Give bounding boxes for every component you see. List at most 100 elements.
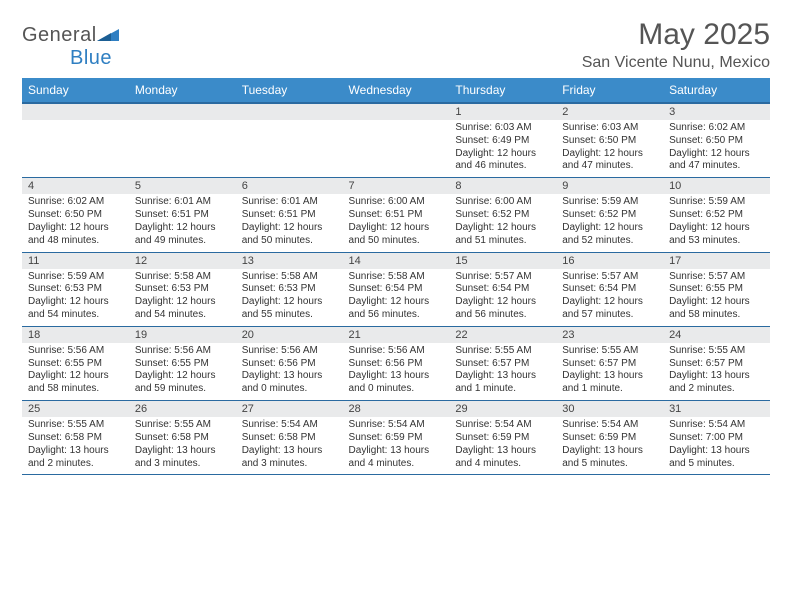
daylight-line1: Daylight: 12 hours bbox=[349, 296, 444, 309]
daylight-line2: and 4 minutes. bbox=[349, 458, 444, 471]
sunrise-text: Sunrise: 5:58 AM bbox=[349, 271, 444, 284]
daylight-line2: and 0 minutes. bbox=[349, 383, 444, 396]
day-number-cell: 6 bbox=[236, 178, 343, 195]
sunset-text: Sunset: 6:52 PM bbox=[455, 209, 550, 222]
week-number-row: 11121314151617 bbox=[22, 252, 770, 269]
day-details-cell: Sunrise: 5:56 AMSunset: 6:55 PMDaylight:… bbox=[22, 343, 129, 401]
day-details-cell: Sunrise: 5:54 AMSunset: 6:59 PMDaylight:… bbox=[449, 417, 556, 475]
day-number-cell: 11 bbox=[22, 252, 129, 269]
sunrise-text: Sunrise: 5:55 AM bbox=[669, 345, 764, 358]
daylight-line1: Daylight: 13 hours bbox=[455, 445, 550, 458]
daylight-line1: Daylight: 12 hours bbox=[135, 296, 230, 309]
day-details-cell: Sunrise: 5:54 AMSunset: 7:00 PMDaylight:… bbox=[663, 417, 770, 475]
sunrise-text: Sunrise: 5:58 AM bbox=[135, 271, 230, 284]
sunset-text: Sunset: 6:51 PM bbox=[349, 209, 444, 222]
sunset-text: Sunset: 6:49 PM bbox=[455, 135, 550, 148]
day-number-cell bbox=[129, 103, 236, 120]
day-details-cell: Sunrise: 5:57 AMSunset: 6:54 PMDaylight:… bbox=[449, 269, 556, 327]
daylight-line1: Daylight: 12 hours bbox=[669, 222, 764, 235]
daylight-line1: Daylight: 13 hours bbox=[562, 445, 657, 458]
daylight-line2: and 58 minutes. bbox=[669, 309, 764, 322]
day-details-cell: Sunrise: 5:58 AMSunset: 6:53 PMDaylight:… bbox=[129, 269, 236, 327]
logo: General Blue bbox=[22, 18, 119, 70]
daylight-line1: Daylight: 12 hours bbox=[455, 222, 550, 235]
sunset-text: Sunset: 6:57 PM bbox=[669, 358, 764, 371]
sunrise-text: Sunrise: 5:54 AM bbox=[562, 419, 657, 432]
daylight-line2: and 5 minutes. bbox=[669, 458, 764, 471]
calendar-page: General Blue May 2025 San Vicente Nunu, … bbox=[0, 0, 792, 612]
daylight-line2: and 50 minutes. bbox=[242, 235, 337, 248]
day-number-cell: 28 bbox=[343, 401, 450, 418]
daylight-line2: and 2 minutes. bbox=[28, 458, 123, 471]
sunrise-text: Sunrise: 5:56 AM bbox=[349, 345, 444, 358]
sunset-text: Sunset: 6:52 PM bbox=[669, 209, 764, 222]
day-details-cell: Sunrise: 6:03 AMSunset: 6:49 PMDaylight:… bbox=[449, 120, 556, 178]
sunrise-text: Sunrise: 6:00 AM bbox=[349, 196, 444, 209]
weekday-header: Friday bbox=[556, 78, 663, 103]
sunrise-text: Sunrise: 5:59 AM bbox=[28, 271, 123, 284]
daylight-line1: Daylight: 12 hours bbox=[562, 296, 657, 309]
day-number-cell bbox=[236, 103, 343, 120]
sunrise-text: Sunrise: 5:55 AM bbox=[455, 345, 550, 358]
daylight-line2: and 50 minutes. bbox=[349, 235, 444, 248]
sunrise-text: Sunrise: 5:57 AM bbox=[669, 271, 764, 284]
day-details-cell: Sunrise: 6:01 AMSunset: 6:51 PMDaylight:… bbox=[236, 194, 343, 252]
sunset-text: Sunset: 6:50 PM bbox=[28, 209, 123, 222]
page-header: General Blue May 2025 San Vicente Nunu, … bbox=[22, 18, 770, 72]
day-number-cell: 13 bbox=[236, 252, 343, 269]
weekday-header: Wednesday bbox=[343, 78, 450, 103]
sunset-text: Sunset: 6:56 PM bbox=[349, 358, 444, 371]
daylight-line2: and 55 minutes. bbox=[242, 309, 337, 322]
daylight-line1: Daylight: 12 hours bbox=[455, 296, 550, 309]
sunset-text: Sunset: 6:53 PM bbox=[135, 283, 230, 296]
day-number-cell: 18 bbox=[22, 326, 129, 343]
day-details-cell: Sunrise: 6:03 AMSunset: 6:50 PMDaylight:… bbox=[556, 120, 663, 178]
day-number-cell: 20 bbox=[236, 326, 343, 343]
daylight-line2: and 56 minutes. bbox=[349, 309, 444, 322]
sunrise-text: Sunrise: 6:01 AM bbox=[135, 196, 230, 209]
daylight-line1: Daylight: 12 hours bbox=[135, 222, 230, 235]
sunset-text: Sunset: 6:59 PM bbox=[455, 432, 550, 445]
day-details-cell: Sunrise: 5:55 AMSunset: 6:57 PMDaylight:… bbox=[556, 343, 663, 401]
sunrise-text: Sunrise: 5:56 AM bbox=[242, 345, 337, 358]
day-number-cell: 7 bbox=[343, 178, 450, 195]
daylight-line2: and 54 minutes. bbox=[28, 309, 123, 322]
sunset-text: Sunset: 6:57 PM bbox=[562, 358, 657, 371]
sunset-text: Sunset: 6:50 PM bbox=[562, 135, 657, 148]
daylight-line2: and 47 minutes. bbox=[562, 160, 657, 173]
daylight-line1: Daylight: 12 hours bbox=[28, 370, 123, 383]
day-details-cell: Sunrise: 5:54 AMSunset: 6:58 PMDaylight:… bbox=[236, 417, 343, 475]
daylight-line1: Daylight: 13 hours bbox=[349, 370, 444, 383]
day-number-cell: 22 bbox=[449, 326, 556, 343]
weekday-header: Saturday bbox=[663, 78, 770, 103]
daylight-line1: Daylight: 12 hours bbox=[669, 296, 764, 309]
day-number-cell: 10 bbox=[663, 178, 770, 195]
sunset-text: Sunset: 6:52 PM bbox=[562, 209, 657, 222]
daylight-line1: Daylight: 13 hours bbox=[669, 370, 764, 383]
daylight-line2: and 51 minutes. bbox=[455, 235, 550, 248]
day-details-cell: Sunrise: 5:54 AMSunset: 6:59 PMDaylight:… bbox=[343, 417, 450, 475]
daylight-line2: and 0 minutes. bbox=[242, 383, 337, 396]
day-number-cell: 30 bbox=[556, 401, 663, 418]
day-details-cell: Sunrise: 6:01 AMSunset: 6:51 PMDaylight:… bbox=[129, 194, 236, 252]
sunset-text: Sunset: 6:57 PM bbox=[455, 358, 550, 371]
day-details-cell: Sunrise: 5:57 AMSunset: 6:55 PMDaylight:… bbox=[663, 269, 770, 327]
day-details-cell: Sunrise: 5:59 AMSunset: 6:52 PMDaylight:… bbox=[556, 194, 663, 252]
week-body-row: Sunrise: 5:55 AM Sunset: 6:58 PM Daylight:… bbox=[22, 417, 770, 475]
day-number-cell: 12 bbox=[129, 252, 236, 269]
sunrise-text: Sunrise: 5:55 AM bbox=[28, 419, 123, 432]
day-number-cell: 15 bbox=[449, 252, 556, 269]
day-number-cell: 8 bbox=[449, 178, 556, 195]
sunset-text: Sunset: 6:58 PM bbox=[135, 432, 230, 445]
sunrise-text: Sunrise: 5:59 AM bbox=[669, 196, 764, 209]
sunrise-text: Sunrise: 5:56 AM bbox=[28, 345, 123, 358]
day-details-cell: Sunrise: 6:02 AMSunset: 6:50 PMDaylight:… bbox=[22, 194, 129, 252]
sunset-text: Sunset: 6:53 PM bbox=[242, 283, 337, 296]
day-details-cell: Sunrise: 5:58 AMSunset: 6:53 PMDaylight:… bbox=[236, 269, 343, 327]
sunrise-text: Sunrise: 6:03 AM bbox=[455, 122, 550, 135]
week-number-row: 18192021222324 bbox=[22, 326, 770, 343]
daylight-line2: and 3 minutes. bbox=[135, 458, 230, 471]
daylight-line2: and 4 minutes. bbox=[455, 458, 550, 471]
sunrise-text: Sunrise: 6:02 AM bbox=[669, 122, 764, 135]
daylight-line2: and 54 minutes. bbox=[135, 309, 230, 322]
